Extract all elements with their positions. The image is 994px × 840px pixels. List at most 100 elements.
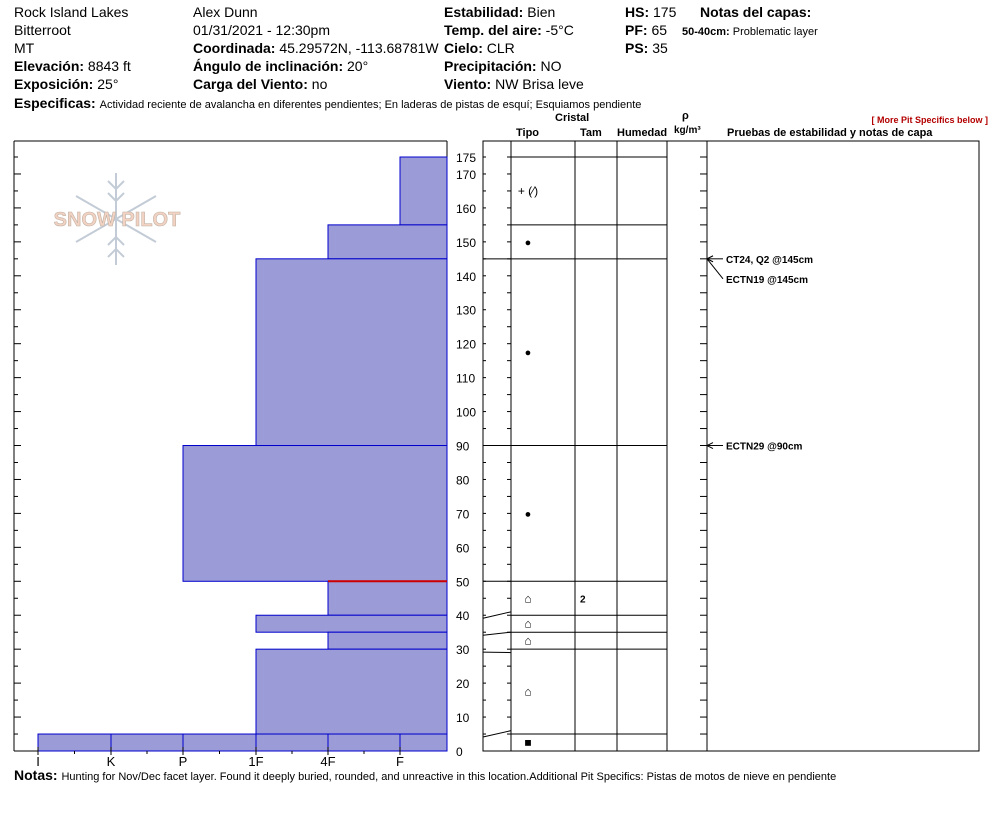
crystal-type-symbol: ⌂	[524, 591, 531, 605]
snowflake-icon: SNOW PILOT	[53, 173, 181, 265]
hardness-bar	[255, 648, 448, 735]
layer-note-text: Problematic layer	[732, 26, 818, 38]
snowpilot-logo: SNOW PILOT	[38, 170, 196, 270]
layer-connector	[482, 631, 512, 636]
crystal-type-symbol: ●	[525, 347, 532, 359]
depth-label: 140	[456, 270, 476, 284]
hardness-bar	[37, 733, 448, 752]
depth-label: 0	[456, 745, 463, 759]
layer-note-range: 50-40cm:	[682, 26, 730, 38]
airtemp-label: Temp. del aire:	[444, 22, 542, 38]
slope-value: 20°	[347, 58, 369, 74]
crystal-type-symbol: ⌂	[524, 685, 531, 699]
hs-label: HS:	[625, 4, 650, 20]
depth-label: 60	[456, 541, 470, 555]
crystal-type-symbol: + (⁄)	[518, 184, 538, 198]
ps-label: PS:	[625, 40, 649, 56]
hardness-bar	[399, 156, 448, 226]
specifics-row: Especificas: Actividad reciente de avala…	[14, 95, 641, 113]
ps-value: 35	[652, 40, 668, 56]
windload-value: no	[311, 76, 328, 92]
observer-name: Alex Dunn	[193, 4, 258, 20]
more-specifics-link[interactable]: [ More Pit Specifics below ]	[871, 115, 988, 125]
location-name: Rock Island Lakes	[14, 4, 129, 20]
sky-row: Cielo: CLR	[444, 40, 515, 56]
crystal-type-symbol: ●	[525, 508, 532, 520]
depth-label: 20	[456, 677, 470, 691]
precip-row: Precipitación: NO	[444, 58, 561, 74]
elevation-value: 8843 ft	[87, 58, 131, 74]
depth-label: 50	[456, 575, 470, 589]
pf-label: PF:	[625, 22, 648, 38]
aspect-row: Exposición: 25°	[14, 76, 118, 92]
crystal-type-symbol: ●	[525, 237, 532, 249]
wind-row: Viento: NW Brisa leve	[444, 76, 584, 92]
layer-connector	[482, 730, 512, 738]
depth-label: 80	[456, 473, 470, 487]
x-tick-label: 1F	[248, 754, 263, 769]
stability-test-label: ECTN19 @145cm	[726, 275, 808, 286]
depth-label: 160	[456, 202, 476, 216]
specifics-label: Especificas:	[14, 95, 96, 111]
aspect-value: 25°	[97, 76, 119, 92]
depth-label: 170	[456, 168, 476, 182]
depth-label: 110	[456, 372, 475, 386]
layer-connector	[482, 611, 512, 619]
airtemp-row: Temp. del aire: -5°C	[444, 22, 574, 38]
depth-label: 100	[456, 406, 476, 420]
x-tick-label: P	[179, 754, 188, 769]
windload-label: Carga del Viento:	[193, 76, 308, 92]
crystal-type-symbol: ⌂	[524, 617, 531, 631]
state: MT	[14, 40, 35, 56]
precip-label: Precipitación:	[444, 58, 537, 74]
hs-row: HS: 175	[625, 4, 676, 20]
crystal-header: Cristal	[555, 112, 590, 124]
pf-row: PF: 65	[625, 22, 667, 38]
depth-label: 70	[456, 507, 470, 521]
size-header: Tam	[580, 127, 602, 139]
hardness-bar	[327, 580, 448, 616]
layer-note: 50-40cm: Problematic layer	[682, 24, 818, 40]
stability-row: Estabilidad: Bien	[444, 4, 555, 20]
slope-label: Ángulo de inclinación:	[193, 58, 344, 74]
crystal-size: 2	[580, 594, 586, 605]
elevation-label: Elevación:	[14, 58, 85, 74]
coordinate-label: Coordinada:	[193, 40, 276, 56]
sky-label: Cielo:	[444, 40, 483, 56]
airtemp-value: -5°C	[545, 22, 574, 38]
test-arrow-icon	[706, 255, 714, 263]
depth-label: 90	[456, 440, 470, 454]
hardness-bar	[255, 614, 448, 633]
coordinate-value: 45.29572N, -113.68781W	[279, 40, 439, 56]
hardness-bar	[327, 631, 448, 650]
tests-header: Pruebas de estabilidad y notas de capa	[727, 127, 933, 139]
x-tick-label: 4F	[320, 754, 335, 769]
hs-value: 175	[653, 4, 677, 20]
crystal-type-symbol: ■	[524, 736, 531, 750]
elevation-row: Elevación: 8843 ft	[14, 58, 131, 74]
rho-header: ρ	[682, 110, 689, 122]
layer-notes-label: Notas del capas:	[700, 4, 812, 20]
moisture-header: Humedad	[617, 127, 668, 139]
test-arrow-icon	[706, 442, 714, 449]
slope-row: Ángulo de inclinación: 20°	[193, 58, 368, 74]
depth-label: 30	[456, 643, 470, 657]
wind-value: NW Brisa leve	[495, 76, 584, 92]
stability-label: Estabilidad:	[444, 4, 524, 20]
precip-value: NO	[540, 58, 562, 74]
aspect-label: Exposición:	[14, 76, 94, 92]
coordinate-row: Coordinada: 45.29572N, -113.68781W	[193, 40, 439, 56]
notes-row: Notas: Hunting for Nov/Dec facet layer. …	[14, 767, 836, 785]
stability-test-label: ECTN29 @90cm	[726, 442, 803, 453]
logo-text: SNOW PILOT	[54, 209, 181, 231]
notes-text: Hunting for Nov/Dec facet layer. Found i…	[61, 771, 837, 783]
type-header: Tipo	[516, 127, 540, 139]
windload-row: Carga del Viento: no	[193, 76, 327, 92]
pf-value: 65	[651, 22, 668, 38]
x-tick-label: F	[396, 754, 404, 769]
hardness-bar	[327, 224, 448, 260]
notes-label: Notas:	[14, 767, 58, 783]
depth-label: 120	[456, 338, 476, 352]
observation-datetime: 01/31/2021 - 12:30pm	[193, 22, 330, 38]
